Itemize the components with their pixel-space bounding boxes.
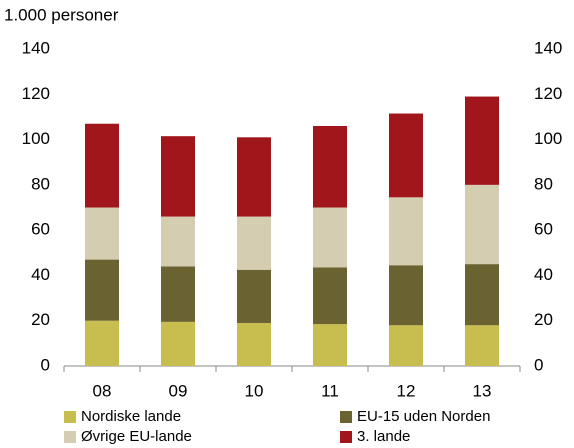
y-tick-label: 120 (22, 84, 50, 103)
x-tick-label: 12 (397, 381, 416, 400)
bar-segment (465, 96, 499, 185)
y-tick-label: 40 (31, 265, 50, 284)
y2-tick-label: 20 (534, 310, 553, 329)
y-tick-label: 100 (22, 129, 50, 148)
bar-segment (237, 137, 271, 217)
y2-tick-label: 40 (534, 265, 553, 284)
y2-tick-label: 0 (534, 355, 543, 374)
bar-segment (465, 184, 499, 265)
bar-segment (85, 259, 119, 321)
bar-segment (313, 267, 347, 325)
legend-swatch (64, 431, 76, 443)
legend-label: Nordiske lande (81, 408, 181, 425)
bar-segment (237, 269, 271, 323)
bar-segment (465, 325, 499, 366)
bar-segment (237, 216, 271, 270)
bar-segment (389, 325, 423, 366)
y-tick-label: 140 (22, 38, 50, 57)
y-tick-label: 60 (31, 220, 50, 239)
legend-swatch (340, 411, 352, 423)
x-tick-label: 13 (473, 381, 492, 400)
y2-tick-label: 100 (534, 129, 562, 148)
y-tick-label: 80 (31, 174, 50, 193)
legend-swatch (340, 431, 352, 443)
bar-segment (313, 324, 347, 366)
y-axis-label: 1.000 personer (4, 5, 119, 24)
bar-segment (85, 207, 119, 260)
y-tick-label: 0 (41, 355, 50, 374)
y2-tick-label: 80 (534, 174, 553, 193)
bar-segment (161, 216, 195, 267)
bar-segment (389, 197, 423, 266)
x-tick-label: 08 (93, 381, 112, 400)
bar-segment (389, 265, 423, 326)
legend-label: Øvrige EU-lande (81, 428, 192, 445)
bar-segment (237, 322, 271, 366)
bar-segment (85, 320, 119, 366)
legend-swatch (64, 411, 76, 423)
bar-segment (161, 266, 195, 322)
y2-tick-label: 140 (534, 38, 562, 57)
bar-segment (161, 136, 195, 217)
legend-label: EU-15 uden Norden (357, 408, 490, 425)
bar-segment (389, 113, 423, 198)
bar-segment (465, 264, 499, 326)
bar-segment (85, 123, 119, 208)
y2-tick-label: 120 (534, 84, 562, 103)
y2-tick-label: 60 (534, 220, 553, 239)
bar-segment (313, 207, 347, 268)
y-tick-label: 20 (31, 310, 50, 329)
bar-segment (161, 321, 195, 366)
x-tick-label: 09 (169, 381, 188, 400)
legend-label: 3. lande (357, 428, 410, 445)
bar-segment (313, 125, 347, 208)
x-tick-label: 11 (321, 381, 339, 400)
x-tick-label: 10 (245, 381, 264, 400)
